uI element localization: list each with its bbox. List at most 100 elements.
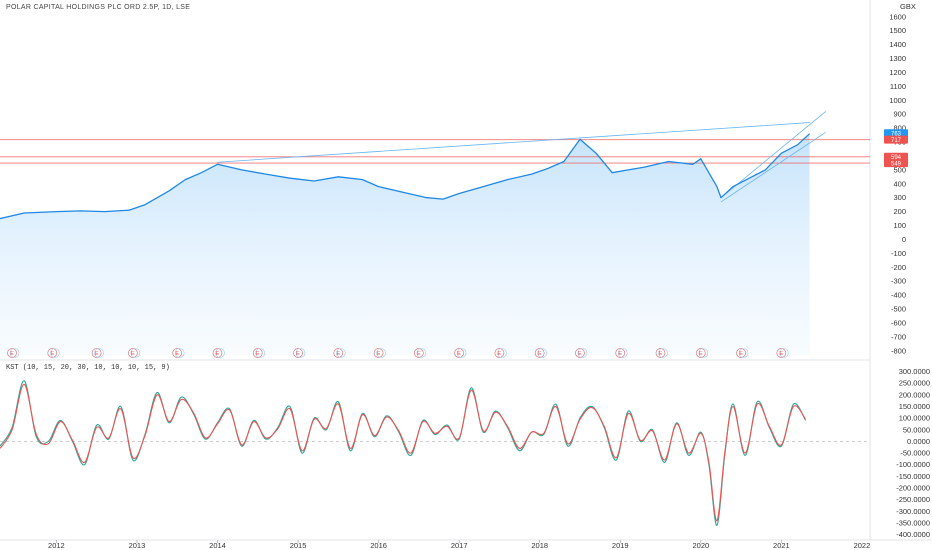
earnings-marker-label: E <box>377 351 381 357</box>
earnings-marker-label: E <box>498 351 502 357</box>
earnings-marker-label: E <box>578 351 582 357</box>
trendline[interactable] <box>720 131 826 203</box>
price-badge-label: 763 <box>891 131 902 137</box>
earnings-marker-label: E <box>538 351 542 357</box>
earnings-marker-ring <box>577 348 588 358</box>
x-tick-label: 2014 <box>209 541 226 550</box>
price-area-fill <box>0 133 810 355</box>
price-tick-label: 1600 <box>889 12 906 21</box>
price-tick-label: -400 <box>891 291 906 300</box>
price-line[interactable] <box>0 133 811 220</box>
earnings-marker-ring <box>738 348 749 358</box>
kst-tick-label: 200.0000 <box>899 390 930 399</box>
earnings-marker-label: E <box>618 351 622 357</box>
price-tick-label: 900 <box>893 110 906 119</box>
earnings-marker[interactable] <box>413 348 424 358</box>
kst-tick-label: 250.0000 <box>899 379 930 388</box>
earnings-marker[interactable] <box>575 348 585 358</box>
earnings-marker-label: E <box>779 351 783 357</box>
earnings-marker-label: E <box>659 351 663 357</box>
horizontal-levels[interactable] <box>0 139 870 164</box>
kst-tick-label: -100.0000 <box>896 460 930 469</box>
earnings-marker-ring <box>537 348 547 358</box>
price-badge <box>884 159 908 168</box>
price-tick-label: 1200 <box>889 68 906 77</box>
earnings-marker-ring <box>295 348 306 358</box>
x-tick-label: 2019 <box>612 541 629 550</box>
x-tick-label: 2017 <box>451 541 468 550</box>
earnings-marker[interactable] <box>534 348 545 358</box>
kst-lines[interactable] <box>0 380 807 526</box>
price-badge <box>884 135 908 144</box>
earnings-marker-ring <box>130 348 141 358</box>
x-tick-label: 2018 <box>531 541 548 550</box>
x-tick-label: 2020 <box>692 541 709 550</box>
price-badge-label: 549 <box>891 161 902 167</box>
price-tick-label: 1400 <box>889 40 906 49</box>
price-tick-label: 1000 <box>889 96 906 105</box>
kst-tick-label: -200.0000 <box>896 484 930 493</box>
earnings-marker-ring <box>255 348 266 358</box>
earnings-marker-label: E <box>417 351 421 357</box>
earnings-marker[interactable] <box>293 348 303 358</box>
earnings-marker[interactable] <box>252 348 263 358</box>
earnings-marker[interactable] <box>128 348 138 358</box>
earnings-marker-ring <box>215 348 225 358</box>
price-area <box>0 133 810 355</box>
chart-title: POLAR CAPITAL HOLDINGS PLC ORD 2.5P, 1D,… <box>6 4 190 11</box>
earnings-marker[interactable] <box>7 348 17 358</box>
price-tick-label: 1300 <box>889 54 906 63</box>
earnings-marker-ring <box>416 348 427 358</box>
earnings-marker[interactable] <box>615 348 626 358</box>
price-tick-label: 400 <box>893 179 906 188</box>
earnings-marker-label: E <box>739 351 743 357</box>
earnings-marker-label: E <box>296 351 300 357</box>
trendline[interactable] <box>217 122 810 163</box>
time-axis[interactable]: 2012 2013 2014 2015 2016 2017 2018 2019 2020 2021… <box>48 540 870 550</box>
price-tick-label: 1500 <box>889 26 906 35</box>
kst-tick-label: -250.0000 <box>896 495 930 504</box>
indicator-label[interactable]: KST (10, 15, 20, 30, 10, 10, 10, 15, 9) <box>6 364 170 372</box>
kst-axis[interactable]: 300.0000 250.0000 200.0000 150.0000 100.0000… <box>896 367 930 539</box>
earnings-marker-label: E <box>50 351 54 357</box>
earnings-marker[interactable] <box>454 348 464 358</box>
earnings-marker[interactable] <box>695 348 706 358</box>
x-tick-label: 2013 <box>129 541 146 550</box>
kst-tick-label: 300.0000 <box>899 367 930 376</box>
price-badge-label: 717 <box>891 138 902 144</box>
price-tick-label: -500 <box>891 305 906 314</box>
earnings-marker-label: E <box>175 351 179 357</box>
kst-tick-label: -50.0000 <box>900 449 930 458</box>
kst-signal-line[interactable] <box>0 383 807 522</box>
kst-tick-label: 50.0000 <box>903 425 930 434</box>
earnings-marker[interactable] <box>212 348 223 358</box>
earnings-marker-label: E <box>336 351 340 357</box>
earnings-marker[interactable] <box>47 348 58 358</box>
earnings-marker-ring <box>94 348 104 358</box>
price-series-line[interactable] <box>0 133 811 220</box>
earnings-marker[interactable] <box>91 348 102 358</box>
kst-tick-label: -350.0000 <box>896 519 930 528</box>
earnings-marker[interactable] <box>333 348 344 358</box>
earnings-marker-label: E <box>131 351 135 357</box>
price-tick-label: -100 <box>891 249 906 258</box>
earnings-marker-ring <box>456 348 467 358</box>
earnings-marker-label: E <box>95 351 99 357</box>
earnings-marker[interactable] <box>172 348 183 358</box>
currency-label: GBX <box>900 2 916 11</box>
x-tick-label: 2021 <box>773 541 790 550</box>
price-tick-label: 800 <box>893 124 906 133</box>
kst-tick-label: -150.0000 <box>896 472 930 481</box>
earnings-marker-label: E <box>216 351 220 357</box>
x-tick-label: 2012 <box>48 541 65 550</box>
earnings-marker[interactable] <box>494 348 505 358</box>
earnings-marker[interactable] <box>776 348 787 358</box>
earnings-marker[interactable] <box>655 348 666 358</box>
earnings-marker-ring <box>698 348 709 358</box>
kst-line[interactable] <box>0 380 807 526</box>
earnings-marker[interactable] <box>373 348 384 358</box>
earnings-marker[interactable] <box>736 348 746 358</box>
